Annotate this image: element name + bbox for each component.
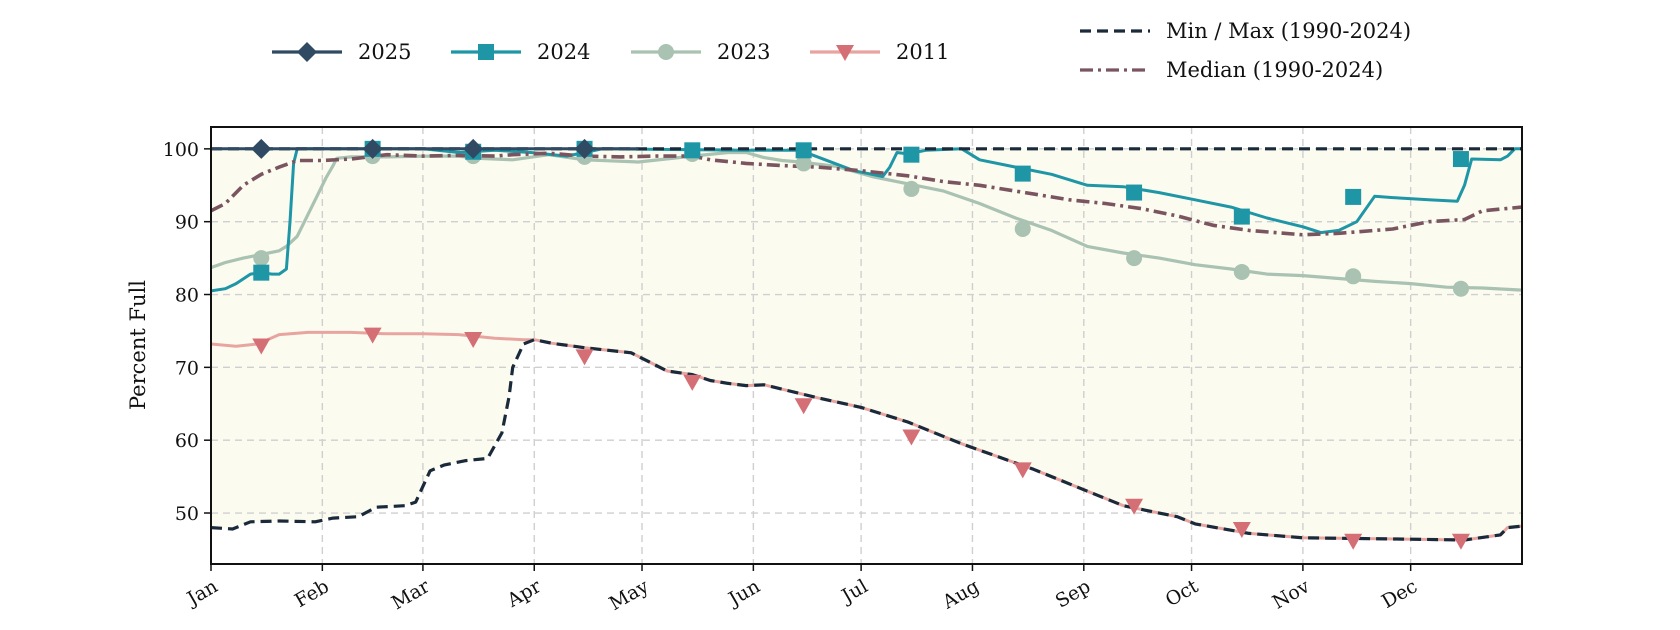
marker-y2024-0: [253, 264, 270, 281]
legend-marker-3: [836, 45, 854, 61]
marker-y2024-7: [1014, 165, 1031, 182]
marker-y2023-8: [1126, 250, 1143, 267]
x-tick-label-nov: Nov: [1269, 575, 1314, 614]
legend-label-4: Min / Max (1990-2024): [1166, 19, 1411, 43]
x-tick-label-may: May: [606, 575, 653, 615]
marker-y2011-1: [363, 327, 382, 344]
marker-y2011-4: [683, 374, 702, 391]
marker-y2011-2: [464, 331, 483, 348]
marker-y2023-10: [1345, 268, 1362, 285]
legend-item-0: 2025: [272, 40, 411, 64]
series-line-min: [211, 338, 1522, 542]
x-tick-label-aug: Aug: [938, 575, 983, 614]
y-tick-label-80: 80: [175, 285, 199, 307]
marker-y2011-7: [1013, 462, 1032, 479]
x-tick-label-feb: Feb: [291, 575, 333, 612]
min-max-band: [211, 148, 1522, 541]
legend-marker-1: [478, 44, 494, 60]
legend-label-1: 2024: [537, 40, 590, 64]
x-tick-label-dec: Dec: [1378, 575, 1421, 613]
marker-y2025-0: [251, 138, 272, 159]
legend-label-5: Median (1990-2024): [1166, 58, 1383, 82]
y-axis-label: Percent Full: [126, 280, 150, 410]
legend-marker-2: [658, 44, 674, 60]
y-tick-label-70: 70: [175, 357, 199, 379]
legend-item-3: 2011: [810, 40, 949, 64]
marker-y2024-8: [1126, 184, 1143, 201]
marker-y2023-7: [1014, 220, 1031, 237]
x-tick-label-sep: Sep: [1052, 575, 1095, 612]
marker-y2025-2: [463, 138, 484, 159]
marker-y2011-6: [902, 429, 921, 446]
x-tick-label-jan: Jan: [182, 575, 222, 611]
legend-label-3: 2011: [896, 40, 949, 64]
marker-y2024-5: [795, 142, 812, 159]
legend-item-1: 2024: [451, 40, 590, 64]
marker-y2023-11: [1452, 280, 1469, 297]
marker-y2011-10: [1344, 533, 1363, 550]
x-tick-label-mar: Mar: [388, 575, 434, 614]
marker-y2011-8: [1125, 498, 1144, 515]
legend-item-5: Median (1990-2024): [1080, 58, 1383, 82]
marker-y2011-5: [794, 398, 813, 415]
y-tick-label-90: 90: [175, 212, 199, 234]
marker-y2024-9: [1233, 208, 1250, 225]
marker-y2011-9: [1232, 522, 1251, 539]
marker-y2023-9: [1233, 263, 1250, 280]
marker-y2024-10: [1345, 188, 1362, 205]
marker-y2024-6: [903, 146, 920, 163]
marker-y2025-1: [362, 138, 383, 159]
marker-y2023-5: [795, 155, 812, 172]
y-tick-label-100: 100: [163, 139, 199, 161]
marker-y2011-11: [1451, 533, 1470, 550]
marker-y2024-4: [684, 142, 701, 159]
legend-item-4: Min / Max (1990-2024): [1080, 19, 1411, 43]
x-tick-label-jun: Jun: [723, 575, 764, 611]
marker-y2024-11: [1452, 151, 1469, 168]
marker-y2011-3: [575, 349, 594, 366]
marker-y2023-6: [903, 180, 920, 197]
x-tick-label-apr: Apr: [503, 575, 546, 612]
marker-y2011-0: [252, 338, 271, 355]
x-tick-label-jul: Jul: [836, 575, 871, 608]
legend-label-0: 2025: [358, 40, 411, 64]
series-line-median: [211, 151, 1522, 237]
legend-marker-0: [297, 42, 317, 62]
legend-item-2: 2023: [631, 40, 770, 64]
marker-y2025-3: [574, 138, 595, 159]
marker-y2023-0: [253, 250, 270, 267]
x-tick-label-oct: Oct: [1162, 575, 1203, 611]
y-tick-label-60: 60: [175, 430, 199, 452]
plot-frame: [210, 126, 1523, 565]
y-tick-label-50: 50: [175, 503, 199, 525]
legend-label-2: 2023: [717, 40, 770, 64]
